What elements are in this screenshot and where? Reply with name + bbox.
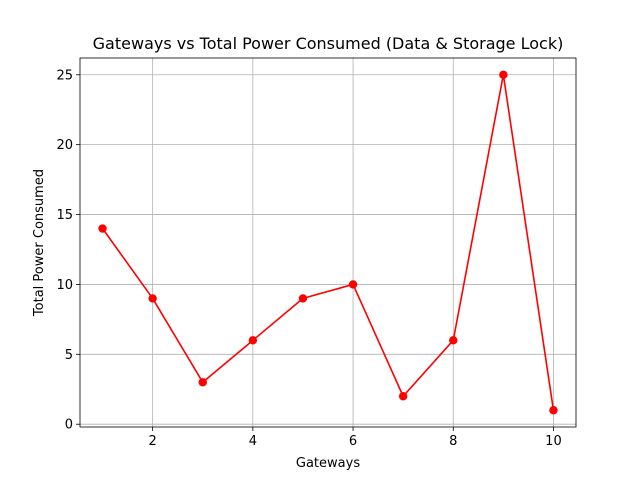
- chart-title: Gateways vs Total Power Consumed (Data &…: [93, 34, 564, 53]
- y-axis-ticks: 0 5 10 15 20 25: [56, 68, 80, 433]
- data-point: [398, 392, 408, 401]
- y-tick-label: 5: [65, 348, 73, 363]
- x-tick-label: 4: [249, 434, 257, 449]
- y-tick-label: 25: [56, 68, 73, 83]
- data-point: [248, 336, 258, 345]
- data-point: [348, 280, 358, 289]
- x-axis-ticks: 2 4 6 8 10: [149, 427, 562, 449]
- data-point: [449, 336, 458, 345]
- x-tick-label: 2: [149, 434, 157, 449]
- series-group: [98, 70, 558, 415]
- data-point: [148, 294, 157, 303]
- data-point: [499, 70, 508, 79]
- y-gridlines: [80, 74, 576, 425]
- data-point: [549, 406, 558, 415]
- data-point: [298, 294, 308, 303]
- data-point: [98, 224, 107, 233]
- x-tick-label: 6: [349, 434, 357, 449]
- x-tick-label: 10: [545, 434, 562, 449]
- x-tick-label: 8: [449, 434, 457, 449]
- y-axis-label: Total Power Consumed: [32, 169, 47, 317]
- y-tick-label: 0: [65, 418, 73, 433]
- plot-frame: [79, 57, 577, 428]
- x-gridlines: [152, 58, 554, 427]
- y-tick-label: 10: [56, 278, 73, 293]
- x-axis-label: Gateways: [296, 456, 360, 471]
- y-tick-label: 20: [56, 138, 73, 153]
- y-tick-label: 15: [56, 208, 73, 223]
- data-point: [198, 378, 207, 387]
- series-line: [101, 73, 555, 411]
